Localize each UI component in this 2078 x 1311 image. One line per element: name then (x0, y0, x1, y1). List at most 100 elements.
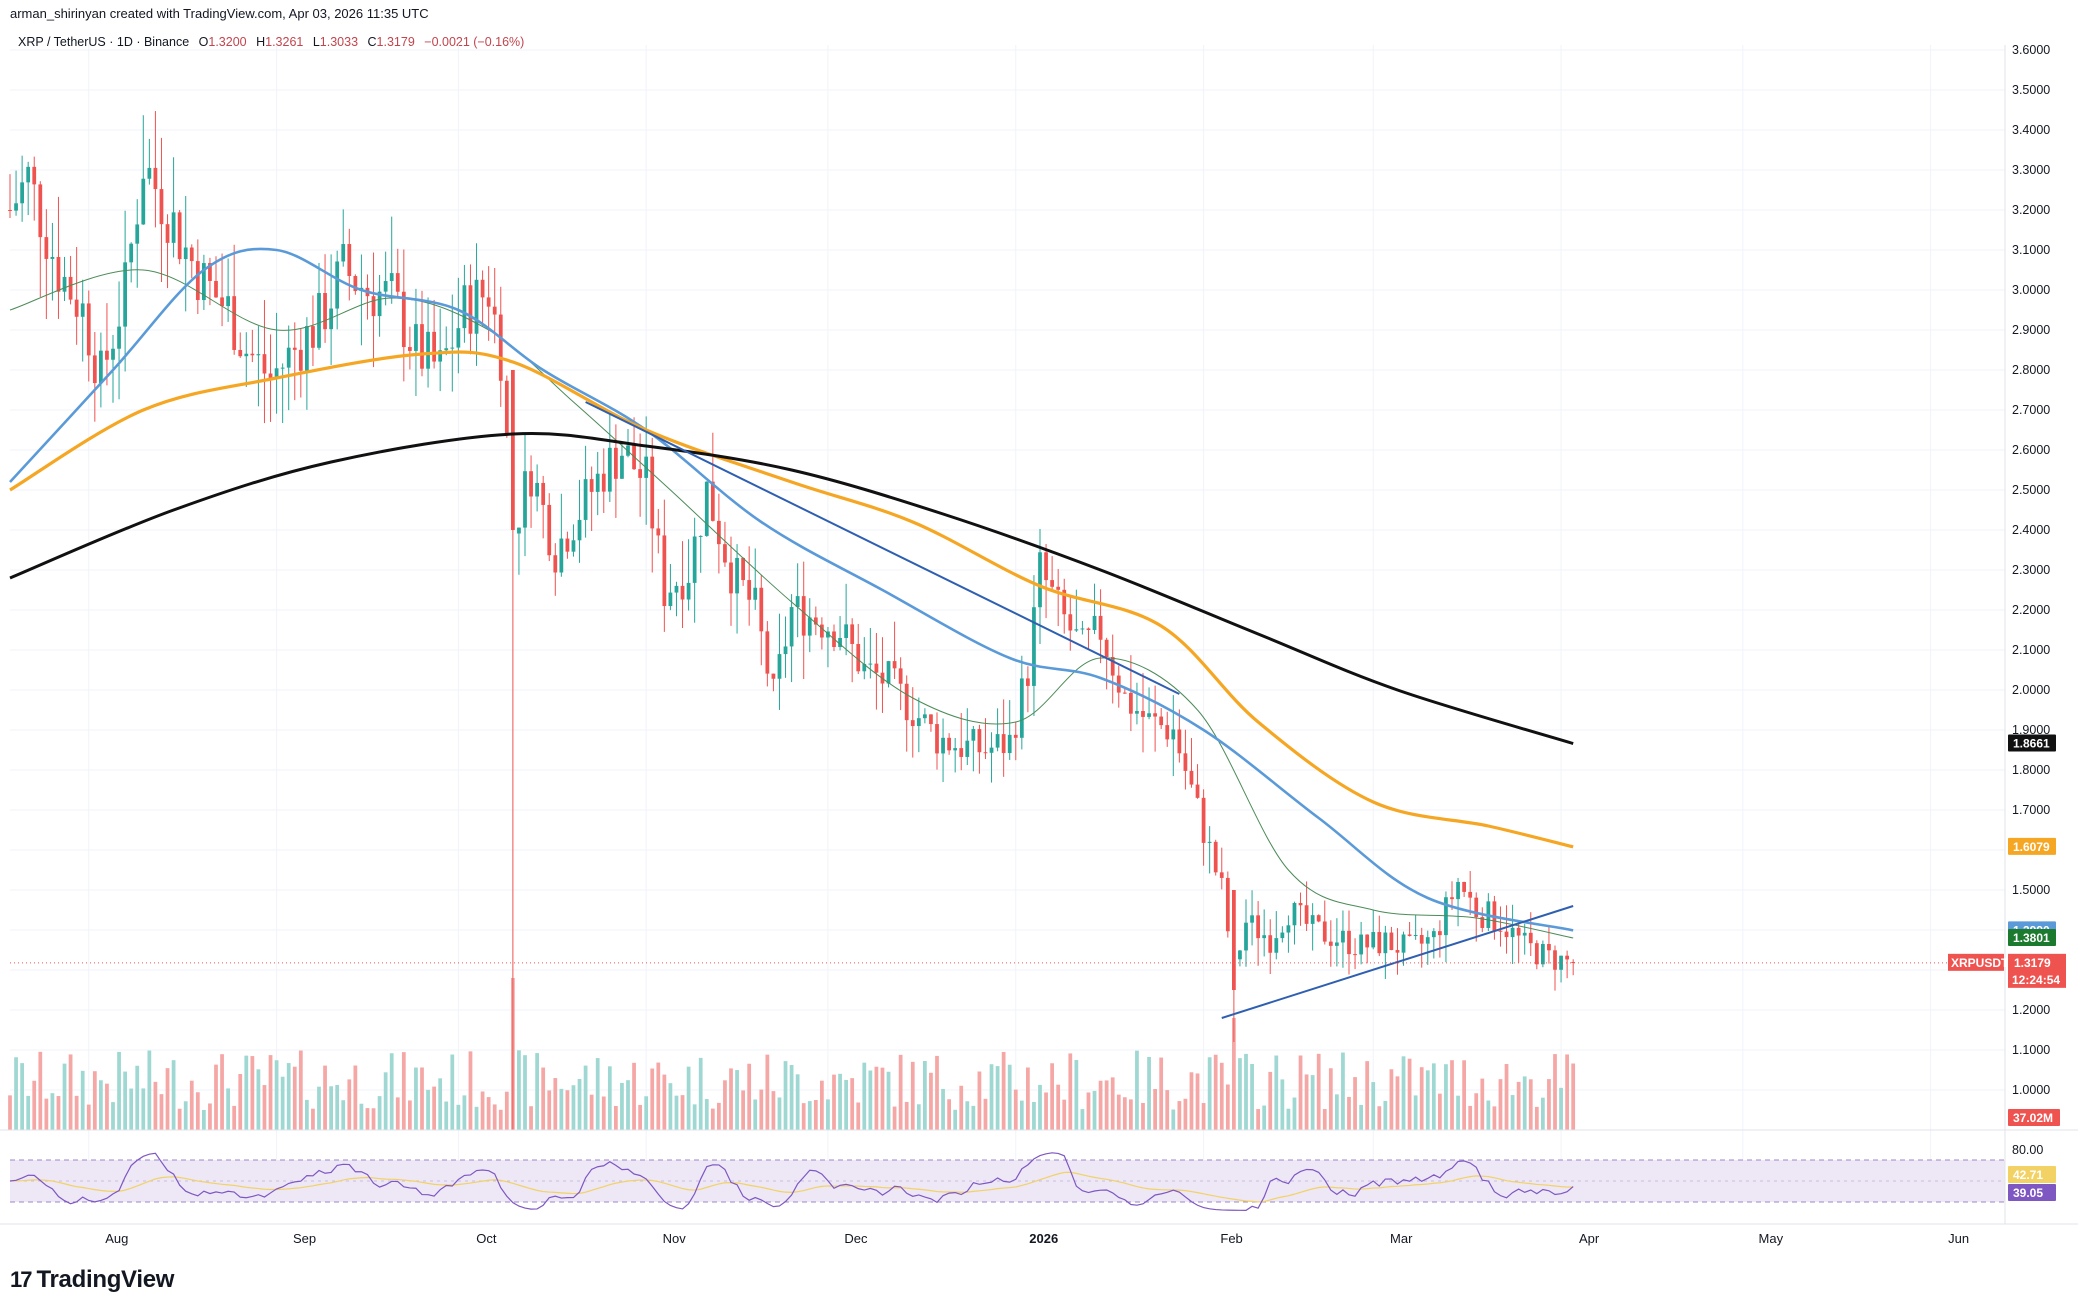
volume-bar (1092, 1090, 1097, 1130)
tradingview-logo[interactable]: 17 TradingView (10, 1266, 174, 1294)
candle-body (789, 607, 794, 647)
candle-body (959, 748, 964, 757)
candle-body (62, 276, 67, 292)
volume-bar (571, 1085, 576, 1130)
time-tick-label: Sep (293, 1231, 316, 1246)
volume-bar (1201, 1103, 1206, 1130)
volume-bar (1359, 1104, 1363, 1130)
candle-body (898, 668, 903, 684)
volume-bar (1268, 1071, 1273, 1130)
candle-body (492, 306, 497, 315)
candle-body (759, 587, 764, 632)
candle-body (1534, 943, 1539, 965)
candle-body (1232, 890, 1236, 990)
candle-body (1389, 932, 1394, 951)
volume-bar (813, 1100, 818, 1130)
volume-bar (1044, 1092, 1048, 1130)
volume-bar (329, 1086, 333, 1130)
volume-bar (989, 1064, 994, 1130)
volume-bar (335, 1084, 340, 1130)
price-tick-label: 3.4000 (2012, 123, 2050, 137)
volume-bar (62, 1063, 67, 1130)
candle-body (1565, 955, 1569, 960)
candle-body (777, 654, 782, 679)
volume-bar (389, 1053, 394, 1130)
price-tick-label: 2.1000 (2012, 643, 2050, 657)
candle-body (1007, 734, 1012, 754)
volume-bar (1026, 1067, 1030, 1130)
candle-body (135, 224, 140, 244)
candle-body (323, 293, 327, 330)
volume-bar (268, 1055, 273, 1130)
volume-bar (1401, 1056, 1406, 1130)
candle-body (74, 299, 79, 317)
candle-body (1032, 607, 1036, 686)
candle-body (111, 348, 115, 360)
candle-body (874, 663, 879, 673)
volume-bar (1468, 1105, 1473, 1130)
candle-body (1292, 903, 1297, 926)
candle-body (250, 353, 255, 356)
candle-body (1298, 903, 1303, 906)
candle-body (280, 367, 285, 369)
price-tick-label: 2.9000 (2012, 323, 2050, 337)
volume-bar (1553, 1054, 1557, 1130)
volume-bar (298, 1050, 303, 1130)
ma-100-line (9, 350, 1574, 849)
volume-bar (256, 1069, 261, 1130)
volume-bar (656, 1062, 661, 1130)
candle-body (1541, 943, 1545, 965)
volume-bar (1116, 1094, 1121, 1130)
candle-body (1098, 615, 1103, 640)
candle-body (577, 519, 582, 541)
volume-bar (147, 1050, 152, 1130)
candle-body (311, 326, 315, 348)
candle-body (414, 324, 418, 351)
volume-bar (1492, 1106, 1497, 1130)
price-tick-label: 2.0000 (2012, 683, 2050, 697)
candle-body (1195, 784, 1200, 798)
candle-body (650, 456, 655, 529)
volume-bar (74, 1095, 79, 1130)
volume-bar (1122, 1097, 1127, 1130)
volume-bar (353, 1065, 358, 1130)
volume-bar (208, 1103, 212, 1130)
candle-body (686, 582, 691, 600)
time-tick-label: Feb (1220, 1231, 1242, 1246)
candle-body (1419, 935, 1424, 944)
rsi-ma-tag-bg (2008, 1184, 2056, 1201)
candle-body (1438, 931, 1442, 936)
volume-bar (1189, 1072, 1194, 1130)
candle-body (662, 535, 667, 607)
rsi-ma-tag: 39.05 (2013, 1186, 2043, 1200)
time-tick-label: Jun (1948, 1231, 1969, 1246)
volume-bar (1322, 1109, 1327, 1130)
candle-body (486, 297, 491, 307)
candle-body (589, 479, 594, 492)
volume-bar (662, 1074, 667, 1130)
candle-body (1383, 932, 1388, 954)
candle-body (92, 355, 97, 384)
volume-bar (383, 1072, 388, 1130)
volume-bar (105, 1083, 109, 1130)
volume-bar (1129, 1099, 1133, 1130)
candle-body (99, 350, 103, 384)
volume-bar (1250, 1063, 1254, 1130)
ohlc-open: O1.3200 (198, 35, 247, 49)
volume-bar (1310, 1075, 1315, 1130)
candle-body (420, 324, 424, 369)
candle-body (1553, 950, 1557, 970)
last-symbol-tag: XRPUSDT (1951, 956, 2009, 970)
volume-bar (1559, 1087, 1563, 1130)
volume-bar (1177, 1101, 1182, 1130)
volume-bar (1474, 1093, 1479, 1130)
volume-bar (438, 1078, 443, 1130)
candle-body (892, 661, 897, 669)
volume-bar (123, 1071, 127, 1130)
volume-bar (468, 1051, 473, 1130)
candle-body (14, 203, 18, 211)
candle-body (474, 279, 479, 334)
volume-bar (1528, 1079, 1533, 1130)
volume-bar (1504, 1064, 1509, 1130)
